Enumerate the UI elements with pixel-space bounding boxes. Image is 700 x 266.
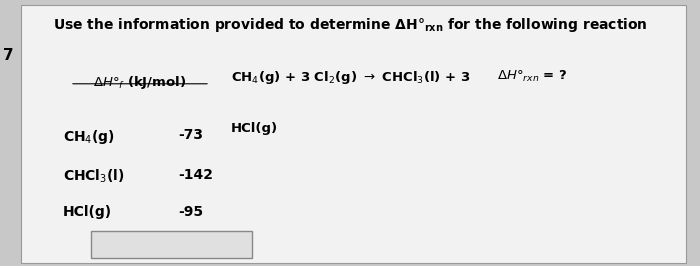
Text: HCl(g): HCl(g) bbox=[63, 205, 112, 219]
FancyBboxPatch shape bbox=[91, 231, 252, 258]
Text: CHCl$_3$(l): CHCl$_3$(l) bbox=[63, 168, 125, 185]
Text: 7: 7 bbox=[4, 48, 14, 63]
FancyBboxPatch shape bbox=[21, 5, 686, 263]
Text: $\Delta H°_f$ (kJ/mol): $\Delta H°_f$ (kJ/mol) bbox=[94, 74, 186, 92]
Text: Use the information provided to determine $\mathdefault{\Delta H°_{rxn}}$ for th: Use the information provided to determin… bbox=[52, 16, 648, 34]
Text: -73: -73 bbox=[178, 128, 204, 142]
Text: CH$_4$(g) + 3 Cl$_2$(g) $\rightarrow$ CHCl$_3$(l) + 3: CH$_4$(g) + 3 Cl$_2$(g) $\rightarrow$ CH… bbox=[231, 69, 470, 86]
Text: $\Delta H°_{rxn}$ = ?: $\Delta H°_{rxn}$ = ? bbox=[497, 69, 568, 84]
Text: HCl(g): HCl(g) bbox=[231, 122, 278, 135]
Text: -95: -95 bbox=[178, 205, 204, 219]
Text: CH$_4$(g): CH$_4$(g) bbox=[63, 128, 115, 146]
Text: -142: -142 bbox=[178, 168, 214, 182]
